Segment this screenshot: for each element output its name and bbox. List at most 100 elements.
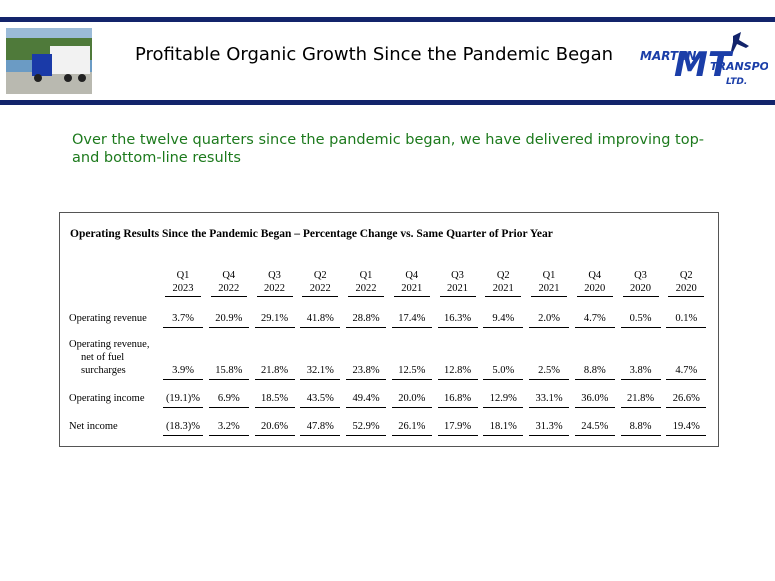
cell-underline — [391, 327, 432, 328]
top-bar — [0, 17, 775, 22]
cell-underline — [254, 407, 295, 408]
cell-underline — [529, 379, 569, 380]
table-cell: 9.4% — [492, 313, 515, 324]
table-cell: 12.5% — [398, 365, 426, 376]
header-underline — [348, 296, 384, 297]
column-header: 2021 — [538, 283, 560, 294]
table-cell: 0.1% — [675, 313, 698, 324]
cell-underline — [483, 327, 524, 328]
column-header: 2023 — [172, 283, 194, 294]
cell-underline — [620, 435, 661, 436]
cell-underline — [529, 407, 569, 408]
cell-underline — [529, 327, 569, 328]
table-cell: 19.4% — [672, 421, 700, 432]
header-underline — [531, 296, 567, 297]
table-cell: 6.9% — [217, 393, 240, 404]
cell-underline — [529, 435, 569, 436]
table-cell: 26.1% — [398, 421, 426, 432]
column-header: Q1 — [359, 270, 373, 281]
cell-underline — [620, 379, 661, 380]
cell-underline — [163, 407, 203, 408]
column-header: 2022 — [355, 283, 377, 294]
column-header: 2022 — [264, 283, 285, 294]
cell-underline — [254, 327, 295, 328]
cell-underline — [346, 435, 386, 436]
logo-mark: MT — [674, 45, 734, 85]
cell-underline — [620, 407, 661, 408]
row-label: net of fuel — [81, 352, 125, 363]
column-header: Q3 — [268, 270, 281, 281]
cell-underline — [346, 379, 386, 380]
header-underline — [622, 296, 659, 297]
cell-underline — [208, 327, 249, 328]
cell-underline — [620, 327, 661, 328]
table-cell: 20.0% — [398, 393, 426, 404]
column-header: 2021 — [401, 283, 423, 294]
table-cell: 26.6% — [672, 393, 700, 404]
cell-underline — [483, 407, 524, 408]
table-cell: 16.3% — [443, 313, 472, 324]
column-header: Q4 — [405, 270, 419, 281]
table-cell: 28.8% — [352, 313, 380, 324]
table-cell: (19.1)% — [165, 393, 201, 404]
cell-underline — [391, 407, 432, 408]
cell-underline — [574, 435, 615, 436]
table-cell: 21.8% — [626, 393, 655, 404]
header-underline — [256, 296, 293, 297]
table-cell: 41.8% — [306, 313, 334, 324]
header-underline — [439, 296, 476, 297]
row-label: Operating revenue — [69, 313, 147, 324]
cell-underline — [666, 407, 707, 408]
column-header: 2020 — [630, 283, 651, 294]
table-cell: 0.5% — [629, 313, 652, 324]
cell-underline — [208, 379, 249, 380]
column-header: Q3 — [451, 270, 464, 281]
cell-underline — [163, 435, 203, 436]
column-header: Q1 — [542, 270, 556, 281]
header-underline — [302, 296, 339, 297]
row-label: Operating revenue, — [69, 339, 150, 350]
table-cell: 20.6% — [260, 421, 289, 432]
column-header: Q3 — [634, 270, 647, 281]
table-cell: 21.8% — [260, 365, 289, 376]
table-cell: 5.0% — [492, 365, 515, 376]
cell-underline — [163, 379, 203, 380]
bottom-bar — [0, 100, 775, 105]
cell-underline — [254, 379, 295, 380]
table-cell: (18.3)% — [165, 421, 201, 432]
table-cell: 8.8% — [629, 421, 652, 432]
column-header: 2021 — [447, 283, 468, 294]
table-cell: 47.8% — [306, 421, 334, 432]
row-label: surcharges — [81, 365, 126, 376]
table-cell: 32.1% — [306, 365, 334, 376]
table-cell: 3.8% — [629, 365, 652, 376]
table-cell: 3.7% — [172, 313, 194, 324]
cell-underline — [666, 435, 707, 436]
header-underline — [576, 296, 613, 297]
cell-underline — [300, 327, 341, 328]
logo: MARTEN MT TRANSPORT LTD. — [640, 32, 768, 87]
table-cell: 15.8% — [215, 365, 243, 376]
column-header: 2020 — [584, 283, 606, 294]
cell-underline — [483, 435, 524, 436]
header-underline — [393, 296, 430, 297]
header-underline — [165, 296, 201, 297]
cell-underline — [300, 435, 341, 436]
subtitle-line: and bottom-line results — [72, 150, 241, 166]
cell-underline — [346, 327, 386, 328]
table-cell: 12.8% — [443, 365, 472, 376]
cell-underline — [437, 435, 478, 436]
cell-underline — [300, 407, 341, 408]
table-cell: 18.1% — [489, 421, 517, 432]
column-header: Q1 — [176, 270, 190, 281]
table-cell: 18.5% — [260, 393, 289, 404]
column-header: Q4 — [222, 270, 236, 281]
subtitle-line: Over the twelve quarters since the pande… — [72, 132, 705, 148]
table-cell: 24.5% — [581, 421, 609, 432]
table-cell: 36.0% — [581, 393, 609, 404]
column-header: 2020 — [675, 283, 697, 294]
table-cell: 12.9% — [489, 393, 517, 404]
table-cell: 31.3% — [535, 421, 563, 432]
slide-title: Profitable Organic Growth Since the Pand… — [135, 44, 614, 65]
